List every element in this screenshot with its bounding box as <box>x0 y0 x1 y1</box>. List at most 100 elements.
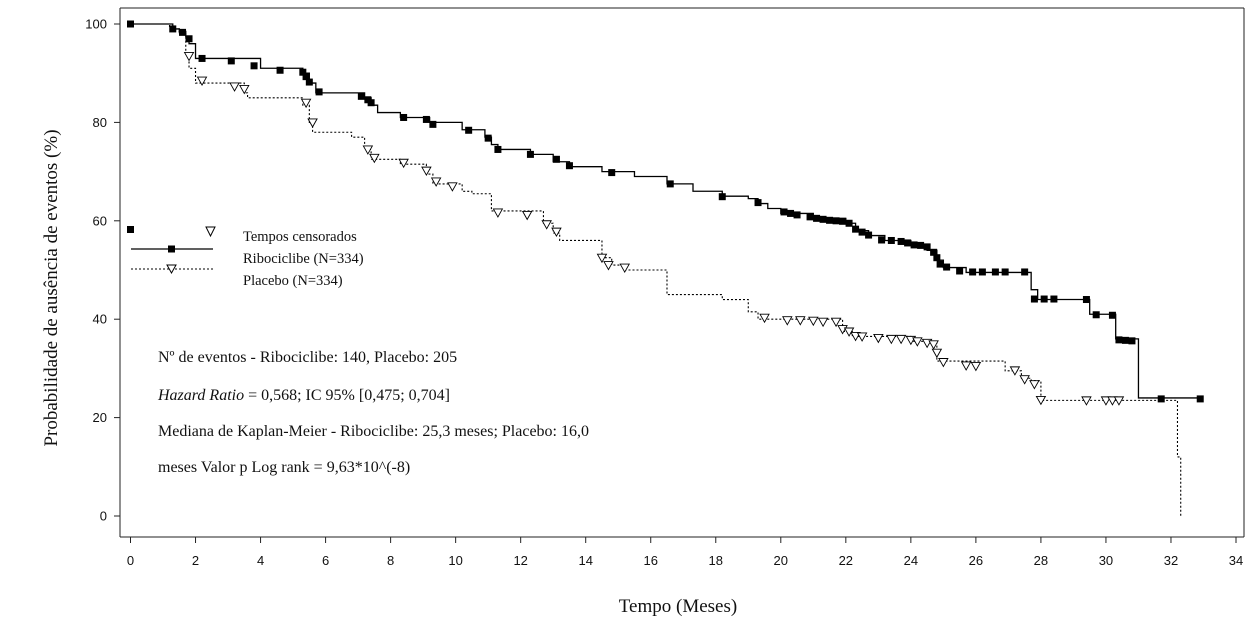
censor-point-placebo <box>808 316 819 327</box>
censor-point-placebo <box>1113 396 1125 406</box>
x-tick-label: 6 <box>322 553 329 568</box>
censor-point-ribociclibe <box>813 214 821 222</box>
censor-point-ribociclibe <box>305 78 313 86</box>
plot-area <box>119 7 1245 538</box>
censor-point-ribociclibe <box>917 241 925 249</box>
annotation-median: Mediana de Kaplan-Meier - Ribociclibe: 2… <box>158 423 589 440</box>
censor-point-placebo <box>307 118 318 128</box>
censor-point-ribociclibe <box>936 260 944 268</box>
censor-point-ribociclibe <box>315 88 323 96</box>
censor-point-placebo <box>912 337 923 347</box>
censor-point-placebo <box>369 153 380 164</box>
censor-point-placebo <box>856 332 868 342</box>
censor-point-placebo <box>938 358 949 368</box>
x-tick-label: 2 <box>192 553 199 568</box>
censor-point-ribociclibe <box>826 216 834 224</box>
annotation-hazard-ratio: Hazard Ratio = 0,568; IC 95% [0,475; 0,7… <box>157 387 450 404</box>
x-tick-label: 0 <box>127 553 134 568</box>
censor-point-ribociclibe <box>933 254 941 262</box>
censor-point-ribociclibe <box>400 113 408 121</box>
censor-point-ribociclibe <box>780 208 788 216</box>
censor-point-placebo <box>447 182 458 192</box>
legend-placebo-marker <box>166 264 177 275</box>
legend-censor-label: Tempos censorados <box>243 229 357 245</box>
censor-point-placebo <box>928 340 939 350</box>
censor-point-ribociclibe <box>1001 268 1009 276</box>
x-tick-label: 12 <box>513 553 527 568</box>
censor-point-placebo <box>398 158 409 169</box>
censor-point-placebo <box>1019 375 1030 385</box>
censor-point-ribociclibe <box>943 263 951 271</box>
censor-point-placebo <box>960 361 972 371</box>
censor-point-placebo <box>1009 366 1021 376</box>
censor-point-ribociclibe <box>1196 395 1204 403</box>
censor-point-ribociclibe <box>565 162 573 170</box>
censor-point-placebo <box>541 220 552 230</box>
x-tick-label: 10 <box>448 553 462 568</box>
censor-point-placebo <box>1081 396 1092 406</box>
censor-point-placebo <box>239 84 250 95</box>
censor-point-ribociclibe <box>484 134 492 142</box>
censor-point-placebo <box>1107 396 1118 406</box>
censor-point-ribociclibe <box>666 180 674 188</box>
censor-point-ribociclibe <box>1092 311 1100 319</box>
censor-point-ribociclibe <box>991 268 999 276</box>
censor-point-ribociclibe <box>185 35 193 43</box>
censor-point-ribociclibe <box>865 231 873 239</box>
censor-point-ribociclibe <box>429 120 437 128</box>
censor-point-ribociclibe <box>832 217 840 225</box>
censor-point-ribociclibe <box>969 268 977 276</box>
censor-point-ribociclibe <box>169 25 177 33</box>
series-line-placebo <box>130 23 1182 516</box>
censor-point-ribociclibe <box>1108 311 1116 319</box>
censor-point-ribociclibe <box>1040 295 1048 303</box>
censor-point-placebo <box>183 52 195 62</box>
hazard-ratio-value: = 0,568; IC 95% [0,475; 0,704] <box>244 387 450 404</box>
censor-point-ribociclibe <box>956 267 964 275</box>
censor-point-placebo <box>782 316 793 326</box>
censor-point-ribociclibe <box>878 236 886 244</box>
censor-point-ribociclibe <box>1121 336 1129 344</box>
censor-point-ribociclibe <box>494 145 502 153</box>
survival-curves <box>130 23 1201 516</box>
censor-point-placebo <box>492 208 504 218</box>
censor-point-placebo <box>817 317 829 328</box>
censor-point-placebo <box>229 82 240 92</box>
censor-point-ribociclibe <box>422 115 430 123</box>
censor-point-placebo <box>1035 395 1047 406</box>
hazard-ratio-label: Hazard Ratio <box>157 387 244 404</box>
y-tick-label: 100 <box>85 17 107 32</box>
x-tick-label: 20 <box>774 553 788 568</box>
censor-point-placebo <box>837 325 848 335</box>
x-tick-label: 18 <box>709 553 723 568</box>
censor-point-ribociclibe <box>127 20 134 28</box>
censor-point-ribociclibe <box>552 155 560 163</box>
censor-point-ribociclibe <box>904 239 912 247</box>
x-tick-label: 22 <box>839 553 853 568</box>
legend-placebo-label: Placebo (N=334) <box>243 273 343 289</box>
y-tick-label: 60 <box>93 213 107 228</box>
censor-point-placebo <box>521 210 533 221</box>
censor-point-placebo <box>795 316 806 326</box>
censor-point-placebo <box>886 334 897 345</box>
y-tick-label: 20 <box>93 410 107 425</box>
censor-point-placebo <box>873 333 884 344</box>
censor-point-placebo <box>362 145 374 155</box>
censor-point-placebo <box>850 331 861 342</box>
x-axis-title: Tempo (Meses) <box>619 596 737 617</box>
y-tick-label: 80 <box>93 115 107 130</box>
censor-point-placebo <box>196 76 208 86</box>
censor-point-placebo <box>1029 380 1040 390</box>
x-tick-label: 30 <box>1099 553 1113 568</box>
x-tick-label: 4 <box>257 553 264 568</box>
censor-point-ribociclibe <box>1030 295 1038 303</box>
x-tick-label: 32 <box>1164 553 1178 568</box>
censor-point-placebo <box>1100 396 1112 406</box>
censor-point-ribociclibe <box>179 28 187 36</box>
censor-point-ribociclibe <box>1050 295 1058 303</box>
censor-point-placebo <box>830 317 842 328</box>
censor-point-placebo <box>603 261 614 271</box>
censor-point-ribociclibe <box>930 248 938 256</box>
censor-point-placebo <box>430 177 442 187</box>
